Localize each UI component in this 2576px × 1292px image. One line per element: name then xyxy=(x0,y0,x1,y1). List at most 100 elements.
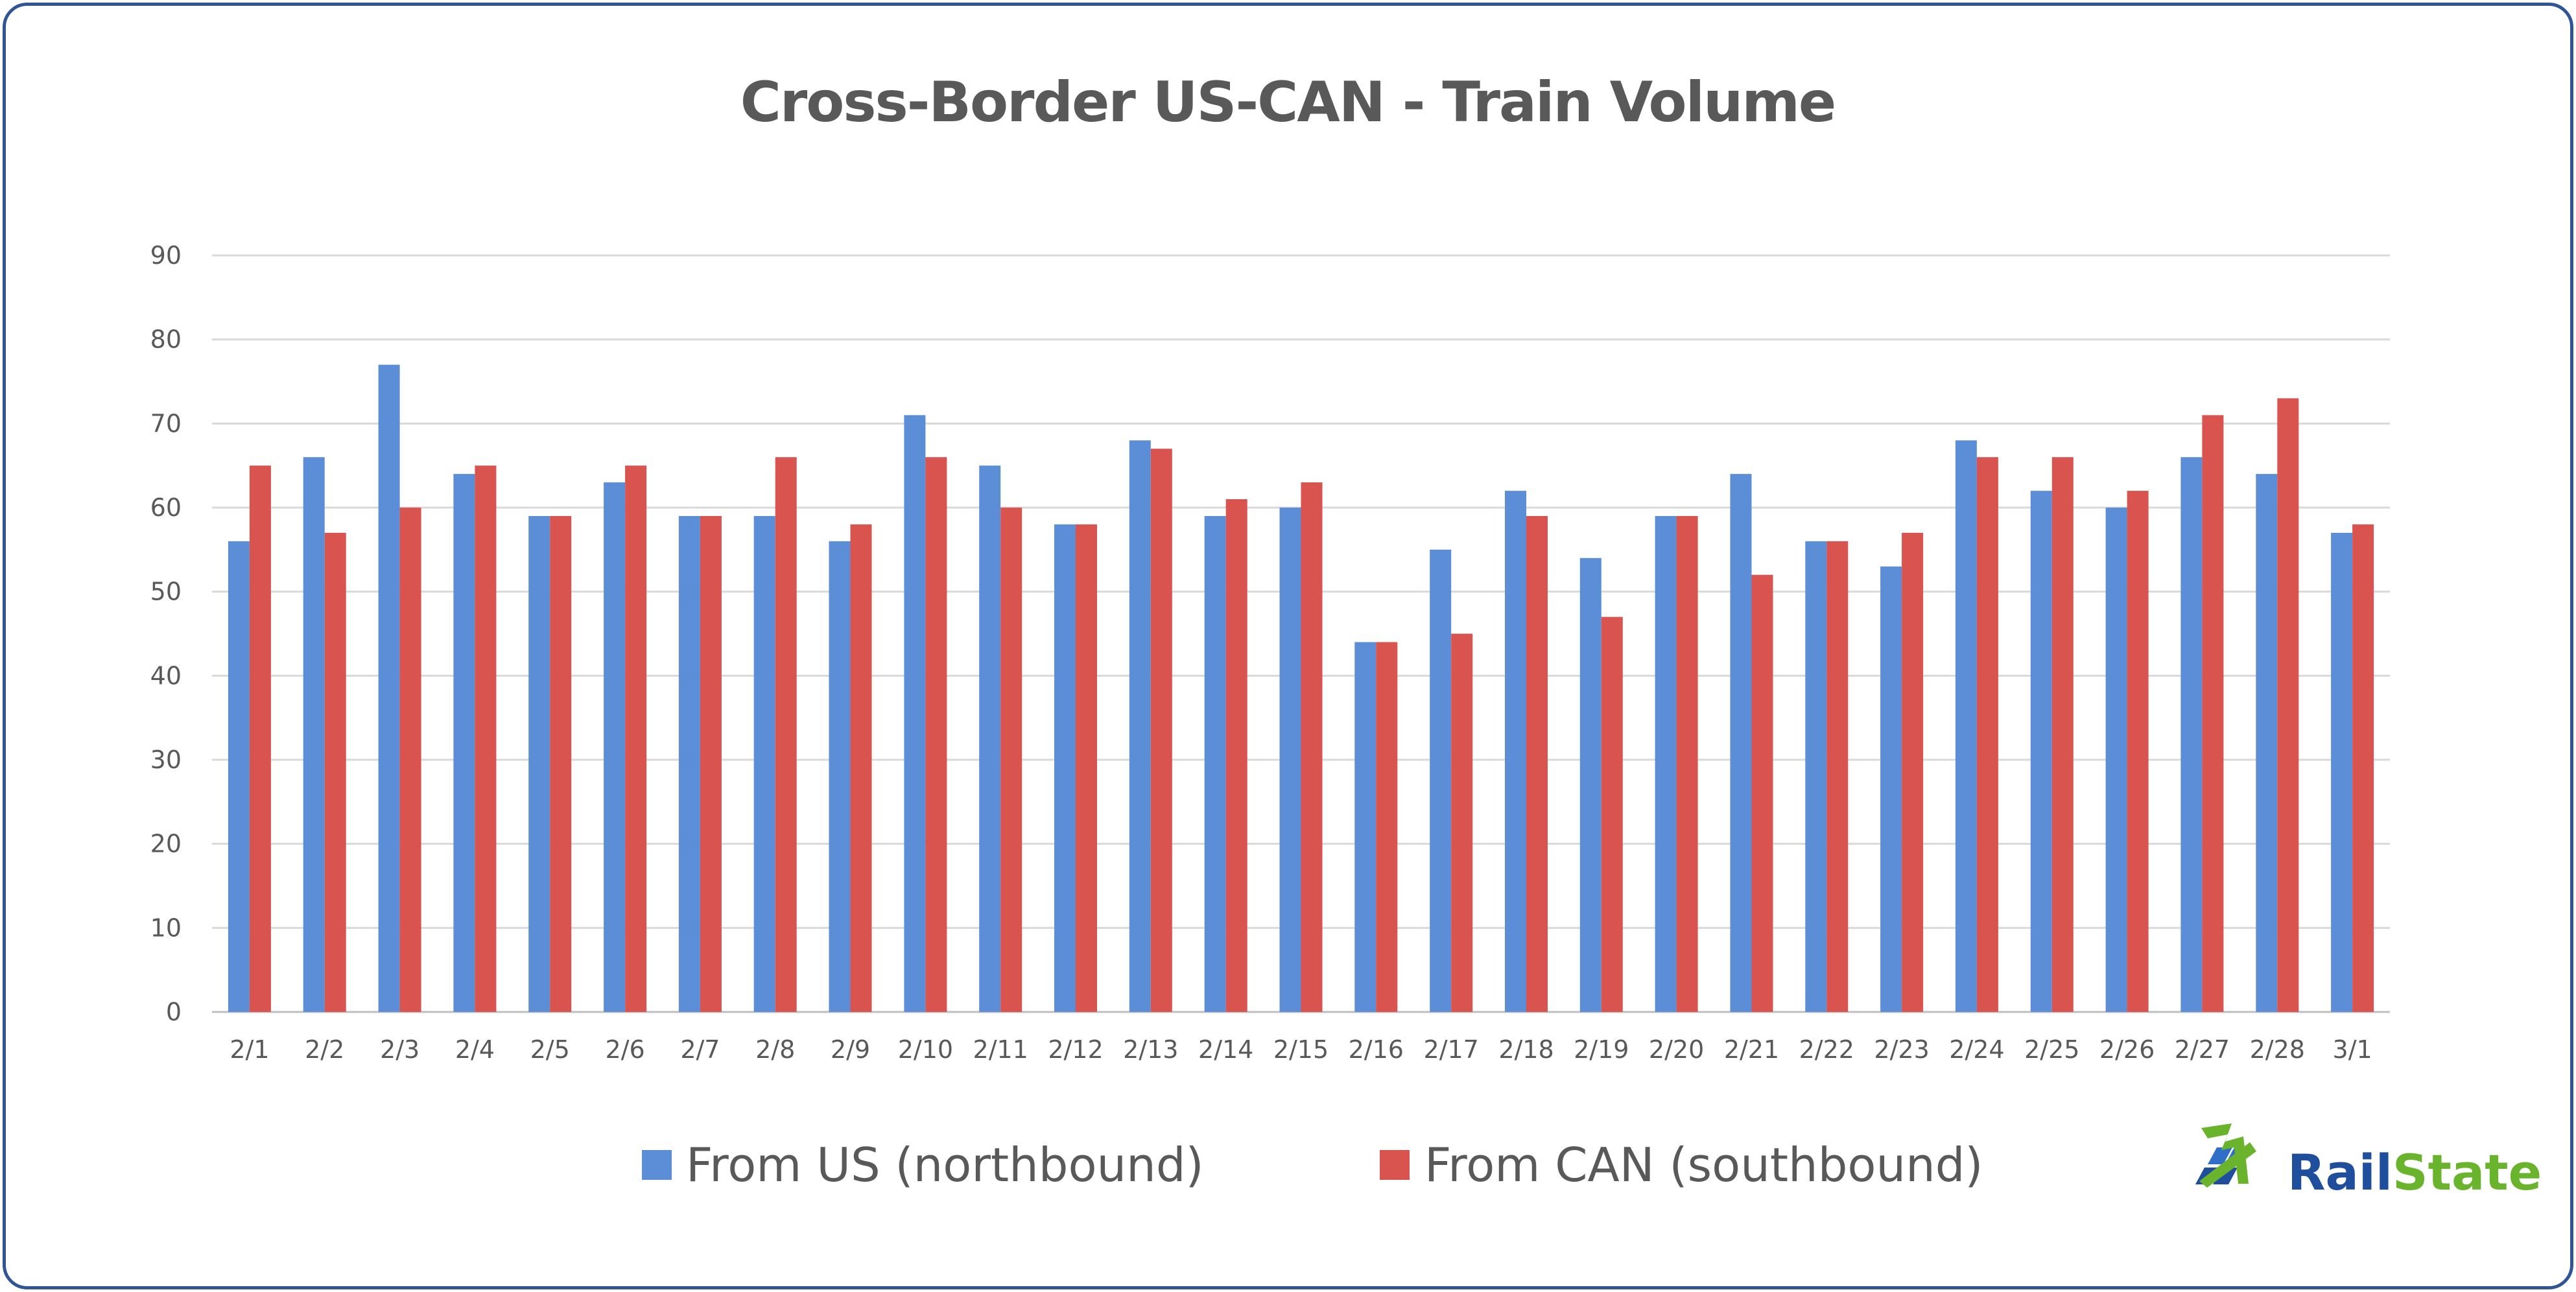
legend-label-can: From CAN (southbound) xyxy=(1424,1138,1983,1192)
x-tick-label: 3/1 xyxy=(2333,1035,2372,1064)
x-tick-label: 2/16 xyxy=(1349,1035,1404,1064)
bar-from-can xyxy=(2277,398,2299,1012)
bar-from-can xyxy=(324,532,346,1012)
logo-text-state: State xyxy=(2393,1144,2542,1201)
x-tick-label: 2/10 xyxy=(898,1035,953,1064)
y-tick-label: 40 xyxy=(150,661,182,690)
bar-from-us xyxy=(678,516,700,1012)
bar-from-can xyxy=(700,516,722,1012)
bars xyxy=(228,364,2374,1012)
bar-from-can xyxy=(2127,491,2149,1012)
x-tick-label: 2/20 xyxy=(1649,1035,1704,1064)
railstate-logo-icon xyxy=(2195,1123,2256,1188)
bar-from-us xyxy=(2030,491,2052,1012)
y-tick-label: 60 xyxy=(150,493,182,522)
gridlines xyxy=(212,254,2390,1013)
bar-from-can xyxy=(1526,516,1548,1012)
bar-from-us xyxy=(1054,524,1076,1012)
bar-from-us xyxy=(1354,642,1377,1012)
y-tick-label: 70 xyxy=(150,409,182,438)
y-tick-label: 30 xyxy=(150,746,182,774)
svg-text:RailState: RailState xyxy=(2287,1144,2542,1201)
logo-text-rail: Rail xyxy=(2287,1144,2393,1201)
x-tick-label: 2/2 xyxy=(305,1035,344,1064)
bar-from-can xyxy=(1451,633,1473,1012)
x-tick-label: 2/5 xyxy=(530,1035,570,1064)
bar-from-can xyxy=(1902,532,1924,1012)
x-tick-label: 2/28 xyxy=(2250,1035,2305,1064)
bar-from-us xyxy=(1204,516,1226,1012)
bar-from-us xyxy=(904,415,926,1012)
bar-from-us xyxy=(1655,516,1677,1012)
legend: From US (northbound) From CAN (southboun… xyxy=(642,1138,1983,1192)
y-tick-label: 50 xyxy=(150,578,182,606)
bar-from-us xyxy=(303,457,325,1012)
bar-from-us xyxy=(453,474,475,1012)
legend-swatch-can xyxy=(1380,1150,1410,1180)
y-tick-label: 0 xyxy=(166,998,182,1026)
bar-from-us xyxy=(2256,474,2278,1012)
bar-from-can xyxy=(850,524,872,1012)
bar-from-can xyxy=(1826,541,1849,1012)
bar-from-can xyxy=(1000,508,1022,1012)
y-tick-label: 20 xyxy=(150,830,182,858)
bar-from-can xyxy=(1751,574,1773,1012)
bar-from-us xyxy=(2105,508,2127,1012)
bar-from-can xyxy=(249,465,271,1012)
bar-from-can xyxy=(475,465,497,1012)
chart-title: Cross-Border US-CAN - Train Volume xyxy=(740,70,1836,135)
x-tick-label: 2/9 xyxy=(831,1035,870,1064)
x-tick-label: 2/18 xyxy=(1498,1035,1554,1064)
bar-from-can xyxy=(1676,516,1698,1012)
x-tick-label: 2/24 xyxy=(1949,1035,2004,1064)
bar-from-us xyxy=(1730,474,1752,1012)
bar-from-us xyxy=(604,482,626,1012)
x-tick-label: 2/3 xyxy=(380,1035,419,1064)
bar-from-us xyxy=(1880,566,1902,1012)
x-tick-label: 2/1 xyxy=(230,1035,269,1064)
y-tick-label: 90 xyxy=(150,241,182,270)
bar-from-can xyxy=(1150,449,1172,1012)
bar-from-us xyxy=(1955,440,1977,1012)
bar-from-us xyxy=(1505,491,1526,1012)
bar-from-us xyxy=(228,541,250,1012)
x-tick-label: 2/17 xyxy=(1424,1035,1479,1064)
x-tick-label: 2/22 xyxy=(1799,1035,1854,1064)
bar-from-us xyxy=(753,516,775,1012)
bar-from-can xyxy=(1076,524,1097,1012)
x-tick-label: 2/23 xyxy=(1874,1035,1929,1064)
x-tick-label: 2/12 xyxy=(1048,1035,1103,1064)
x-tick-label: 2/7 xyxy=(680,1035,720,1064)
y-axis-ticks: 0 10 20 30 40 50 60 70 80 90 xyxy=(150,241,182,1026)
bar-from-us xyxy=(1805,541,1827,1012)
bar-from-can xyxy=(1976,457,1998,1012)
x-tick-label: 2/6 xyxy=(606,1035,645,1064)
bar-from-can xyxy=(2051,457,2074,1012)
x-tick-label: 2/27 xyxy=(2175,1035,2230,1064)
x-tick-label: 2/26 xyxy=(2099,1035,2155,1064)
bar-from-can xyxy=(775,457,797,1012)
bar-from-us xyxy=(1129,440,1151,1012)
x-tick-label: 2/11 xyxy=(973,1035,1028,1064)
bar-from-us xyxy=(1279,508,1301,1012)
y-tick-label: 10 xyxy=(150,913,182,942)
legend-swatch-us xyxy=(642,1150,672,1180)
bar-from-can xyxy=(1601,617,1623,1012)
bar-from-us xyxy=(1579,558,1601,1012)
x-tick-label: 2/15 xyxy=(1273,1035,1329,1064)
x-tick-label: 2/13 xyxy=(1123,1035,1178,1064)
bar-from-us xyxy=(1430,549,1452,1012)
bar-from-us xyxy=(378,364,400,1012)
y-tick-label: 80 xyxy=(150,325,182,354)
x-tick-label: 2/19 xyxy=(1574,1035,1629,1064)
x-tick-label: 2/4 xyxy=(455,1035,495,1064)
x-tick-label: 2/21 xyxy=(1724,1035,1779,1064)
bar-from-us xyxy=(829,541,851,1012)
x-tick-label: 2/14 xyxy=(1198,1035,1253,1064)
bar-from-us xyxy=(2180,457,2203,1012)
x-axis-ticks: 2/1 2/2 2/3 2/4 2/5 2/6 2/7 2/8 2/9 2/10 2/11 2/12 2… xyxy=(230,1035,2372,1064)
bar-from-can xyxy=(925,457,947,1012)
legend-label-us: From US (northbound) xyxy=(686,1138,1204,1192)
railstate-logo: RailState xyxy=(2195,1123,2542,1201)
